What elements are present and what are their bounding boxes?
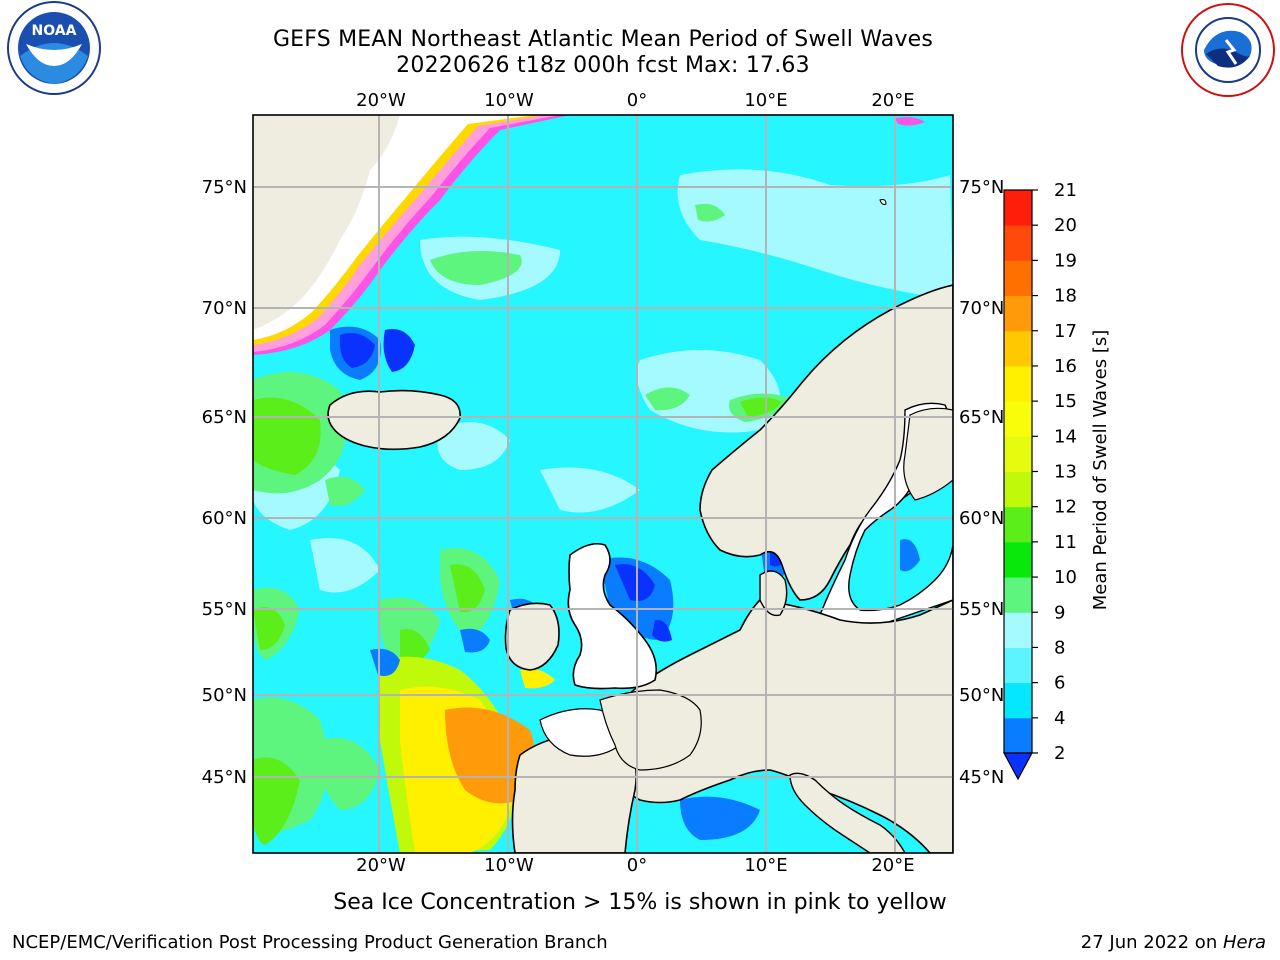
- left-lat-label: 50°N: [202, 685, 247, 706]
- chart-title-line2: 20220626 t18z 000h fcst Max: 17.63: [396, 53, 810, 78]
- sea-ice-note: Sea Ice Concentration > 15% is shown in …: [333, 890, 947, 915]
- noaa-logo: NOAA: [7, 1, 101, 95]
- colorbar-tick-label: 17: [1054, 321, 1077, 342]
- right-lat-label: 50°N: [959, 685, 1004, 706]
- map-gridlines: [253, 115, 953, 853]
- footer-date-text: 27 Jun 2022 on: [1080, 932, 1223, 953]
- nws-logo: [1181, 3, 1275, 97]
- colorbar-under-arrow: [1002, 752, 1034, 781]
- colorbar-segment: [1004, 541, 1032, 578]
- footer-host: Hera: [1222, 932, 1266, 953]
- top-lon-label: 0°: [627, 90, 647, 111]
- footer-date: 27 Jun 2022 on Hera: [1081, 932, 1266, 953]
- left-lat-label: 75°N: [202, 177, 247, 198]
- colorbar: 2 4 6 8 9 10 11 12 13 14 15 16 17 18 19 20 21: [1002, 180, 1077, 781]
- colorbar-tick-label: 21: [1054, 180, 1077, 201]
- colorbar-segment: [1004, 717, 1032, 754]
- colorbar-segment: [1004, 682, 1032, 719]
- top-lon-label: 20°W: [356, 90, 406, 111]
- right-lat-label: 65°N: [959, 407, 1004, 428]
- colorbar-tick-label: 13: [1054, 462, 1077, 483]
- land-finland: [903, 407, 953, 501]
- bottom-lon-label: 0°: [627, 855, 647, 876]
- colorbar-tick-label: 18: [1054, 286, 1077, 307]
- left-lat-label: 45°N: [202, 767, 247, 788]
- land-france: [599, 689, 702, 771]
- right-lat-labels: 75°N 70°N 65°N 60°N 55°N 50°N 45°N: [959, 177, 1004, 788]
- colorbar-tick-label: 16: [1054, 356, 1077, 377]
- right-lat-label: 45°N: [959, 767, 1004, 788]
- right-lat-label: 55°N: [959, 599, 1004, 620]
- colorbar-tick-label: 8: [1054, 637, 1065, 658]
- bottom-lon-label: 20°E: [871, 855, 914, 876]
- bottom-lon-label: 20°W: [356, 855, 406, 876]
- noaa-logo-text: NOAA: [32, 23, 77, 39]
- land-iceland: [327, 389, 461, 451]
- top-lon-label: 10°W: [484, 90, 534, 111]
- colorbar-segment: [1004, 612, 1032, 648]
- colorbar-segment: [1004, 401, 1032, 437]
- colorbar-segment: [1004, 295, 1032, 332]
- colorbar-segment: [1004, 260, 1032, 297]
- colorbar-tick-label: 11: [1054, 532, 1077, 553]
- colorbar-segment: [1004, 506, 1032, 543]
- colorbar-tick-label: 6: [1054, 673, 1065, 694]
- map-frame: [252, 114, 954, 854]
- colorbar-tick-label: 9: [1054, 602, 1065, 623]
- right-lat-label: 60°N: [959, 508, 1004, 529]
- colorbar-tick-label: 12: [1054, 497, 1077, 518]
- swell-band-16-18: [445, 707, 536, 804]
- bottom-lon-labels: 20°W 10°W 0° 10°E 20°E: [356, 855, 914, 876]
- right-lat-label: 75°N: [959, 177, 1004, 198]
- chart-title-line1: GEFS MEAN Northeast Atlantic Mean Period…: [272, 27, 934, 52]
- right-lat-label: 70°N: [959, 298, 1004, 319]
- footer-credit: NCEP/EMC/Verification Post Processing Pr…: [12, 932, 608, 953]
- land-svalbard: [879, 199, 887, 205]
- left-lat-labels: 75°N 70°N 65°N 60°N 55°N 50°N 45°N: [202, 177, 247, 788]
- map-plot-area: [253, 115, 953, 853]
- left-lat-label: 65°N: [202, 407, 247, 428]
- colorbar-tick-label: 4: [1054, 708, 1065, 729]
- bottom-lon-label: 10°W: [484, 855, 534, 876]
- colorbar-tick-label: 19: [1054, 250, 1077, 271]
- left-lat-label: 70°N: [202, 298, 247, 319]
- left-lat-label: 55°N: [202, 599, 247, 620]
- colorbar-tick-label: 15: [1054, 391, 1077, 412]
- colorbar-tick-label: 20: [1054, 215, 1077, 236]
- colorbar-segment: [1004, 471, 1032, 508]
- colorbar-segment: [1004, 330, 1032, 367]
- land-ireland: [504, 602, 560, 671]
- top-lon-label: 10°E: [744, 90, 787, 111]
- colorbar-tick-label: 14: [1054, 426, 1077, 447]
- colorbar-segment: [1004, 647, 1032, 684]
- colorbar-segment: [1004, 190, 1032, 226]
- top-lon-labels: 20°W 10°W 0° 10°E 20°E: [356, 90, 914, 111]
- colorbar-segment: [1004, 436, 1032, 472]
- top-lon-label: 20°E: [871, 90, 914, 111]
- bottom-lon-label: 10°E: [744, 855, 787, 876]
- colorbar-segment: [1004, 577, 1032, 613]
- colorbar-tick-label: 10: [1054, 567, 1077, 588]
- colorbar-label: Mean Period of Swell Waves [s]: [1090, 330, 1111, 611]
- left-lat-label: 60°N: [202, 508, 247, 529]
- colorbar-segment: [1004, 225, 1032, 261]
- land-greenland: [253, 115, 400, 330]
- colorbar-segment: [1004, 365, 1032, 402]
- colorbar-tick-label: 2: [1054, 743, 1065, 764]
